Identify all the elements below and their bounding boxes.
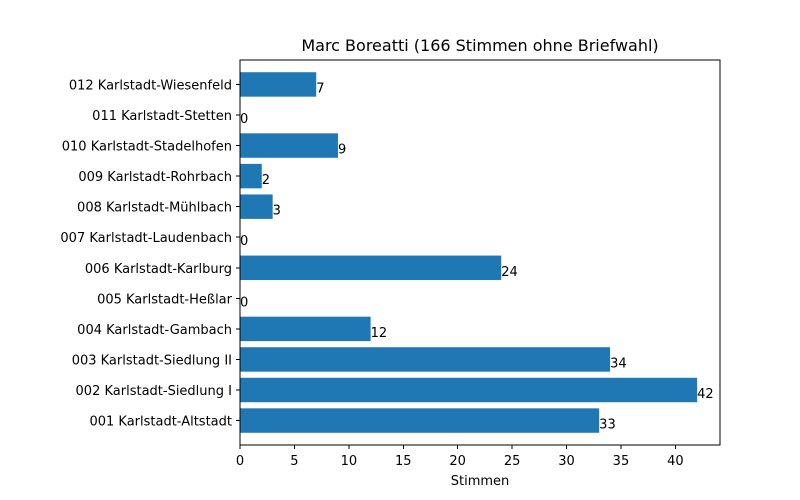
- x-tick-label: 5: [290, 454, 298, 469]
- bar: [240, 316, 371, 342]
- x-tick-label: 0: [236, 454, 244, 469]
- y-tick-label: 003 Karlstadt-Siedlung II: [72, 353, 232, 368]
- y-tick-label: 002 Karlstadt-Siedlung I: [76, 384, 232, 399]
- bar: [240, 163, 262, 189]
- data-label: 0: [240, 295, 248, 310]
- x-tick-label: 10: [341, 454, 358, 469]
- y-tick-label: 010 Karlstadt-Stadelhofen: [62, 140, 232, 155]
- chart-title: Marc Boreatti (166 Stimmen ohne Briefwah…: [301, 36, 658, 55]
- y-tick-label: 011 Karlstadt-Stetten: [92, 109, 232, 124]
- bar: [240, 377, 698, 403]
- data-label: 2: [262, 173, 270, 188]
- y-tick-label: 005 Karlstadt-Heßlar: [97, 292, 233, 307]
- data-label: 34: [610, 356, 627, 371]
- bar: [240, 133, 338, 158]
- y-tick-label: 008 Karlstadt-Mühlbach: [77, 201, 232, 216]
- x-tick-label: 35: [613, 454, 630, 469]
- y-tick-label: 004 Karlstadt-Gambach: [77, 323, 232, 338]
- data-label: 7: [316, 81, 324, 96]
- data-label: 9: [338, 143, 346, 158]
- y-tick-label: 012 Karlstadt-Wiesenfeld: [69, 78, 232, 93]
- y-tick-label: 001 Karlstadt-Altstadt: [89, 415, 232, 430]
- bar: [240, 408, 600, 433]
- x-tick-label: 15: [395, 454, 412, 469]
- data-label: 24: [501, 265, 518, 280]
- x-tick-label: 30: [558, 454, 575, 469]
- data-label: 12: [371, 326, 388, 341]
- bar: [240, 194, 273, 219]
- y-tick-label: 006 Karlstadt-Karlburg: [85, 262, 232, 277]
- x-tick-label: 25: [504, 454, 521, 469]
- x-tick-label: 20: [449, 454, 466, 469]
- data-label: 42: [697, 387, 714, 402]
- bars-layer: 33 42 34 12 0 24 0 3 2 9 0 7: [240, 72, 714, 433]
- y-tick-label: 009 Karlstadt-Rohrbach: [78, 170, 232, 185]
- data-label: 0: [240, 112, 248, 127]
- data-label: 33: [599, 418, 616, 433]
- x-axis-label: Stimmen: [451, 474, 510, 489]
- bar: [240, 347, 611, 372]
- bar: [240, 255, 502, 280]
- plot-frame: [239, 59, 721, 446]
- x-tick-label: 40: [667, 454, 684, 469]
- axes-layer: 001 Karlstadt-Altstadt 002 Karlstadt-Sied…: [60, 59, 721, 469]
- y-tick-label: 007 Karlstadt-Laudenbach: [60, 231, 232, 246]
- data-label: 0: [240, 234, 248, 249]
- bar: [240, 72, 317, 97]
- data-label: 3: [273, 204, 281, 219]
